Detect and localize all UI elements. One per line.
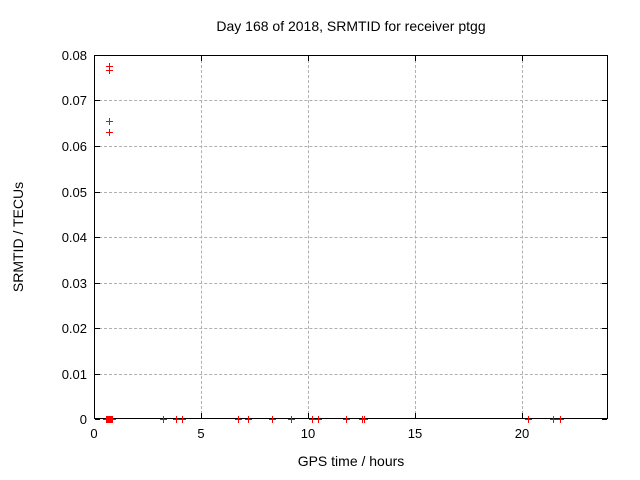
y-tick-label: 0.01 [61,367,87,382]
y-tick-mark-left [95,283,100,284]
data-point-marker [106,129,113,136]
y-tick-mark-left [95,55,100,56]
x-tick-mark-top [94,56,95,61]
y-axis-title: SRMTID / TECUs [10,181,26,293]
y-tick-mark-right [602,237,607,238]
data-point-marker [109,416,116,423]
y-gridline [94,146,608,147]
data-point-marker [288,416,295,423]
x-tick-mark-top [522,56,523,61]
y-gridline [94,100,608,101]
x-tick-label: 15 [407,426,423,441]
y-tick-label: 0.08 [61,48,87,63]
y-tick-mark-right [602,328,607,329]
y-tick-label: 0.07 [61,93,87,108]
data-point-marker [245,416,252,423]
x-tick-mark-top [415,56,416,61]
data-point-marker [525,416,532,423]
data-point-marker [315,416,322,423]
y-tick-mark-left [95,100,100,101]
y-tick-label: 0 [79,412,87,427]
y-gridline [94,328,608,329]
y-tick-mark-right [602,419,607,420]
data-point-marker [106,63,113,70]
data-point-marker [269,416,276,423]
y-gridline [94,192,608,193]
y-tick-mark-left [95,192,100,193]
y-gridline [94,374,608,375]
x-axis-title: GPS time / hours [297,453,405,469]
x-tick-label: 5 [197,426,205,441]
y-tick-mark-left [95,374,100,375]
y-tick-mark-left [95,237,100,238]
data-point-marker [235,416,242,423]
plot-area [94,55,608,419]
y-tick-mark-right [602,100,607,101]
y-tick-label: 0.06 [61,139,87,154]
y-tick-mark-right [602,374,607,375]
y-tick-mark-right [602,55,607,56]
y-tick-label: 0.03 [61,276,87,291]
y-tick-mark-right [602,283,607,284]
data-point-marker [160,416,167,423]
x-tick-mark-top [308,56,309,61]
data-point-marker [550,416,557,423]
data-point-marker [343,416,350,423]
chart-title: Day 168 of 2018, SRMTID for receiver ptg… [216,18,486,34]
y-tick-mark-left [95,146,100,147]
data-point-marker [361,416,368,423]
x-tick-mark-bottom [308,413,309,418]
y-tick-mark-left [95,419,100,420]
x-tick-mark-bottom [415,413,416,418]
y-gridline [94,237,608,238]
data-point-marker [309,416,316,423]
x-tick-mark-bottom [522,413,523,418]
y-tick-mark-left [95,328,100,329]
x-tick-label: 10 [300,426,316,441]
data-point-marker [106,67,113,74]
x-tick-mark-top [201,56,202,61]
x-tick-label: 20 [514,426,530,441]
x-tick-mark-bottom [94,413,95,418]
y-tick-mark-right [602,146,607,147]
y-tick-label: 0.04 [61,230,87,245]
y-tick-label: 0.05 [61,185,87,200]
x-tick-label: 0 [90,426,98,441]
y-tick-label: 0.02 [61,321,87,336]
data-point-marker [173,416,180,423]
data-point-marker [179,416,186,423]
data-point-marker [106,118,113,125]
y-tick-mark-right [602,192,607,193]
x-tick-mark-bottom [201,413,202,418]
y-gridline [94,283,608,284]
data-point-marker [557,416,564,423]
